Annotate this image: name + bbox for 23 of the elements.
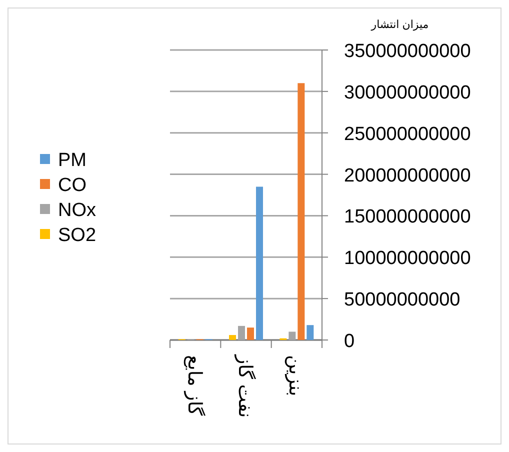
y-tick-label: 150000000000 (344, 206, 471, 228)
bar (238, 326, 245, 340)
bar (229, 335, 236, 340)
y-tick-label: 0 (344, 331, 355, 352)
x-tick-label: بنزین (284, 355, 306, 396)
bar (288, 332, 296, 340)
y-tick-label: 200000000000 (344, 165, 471, 186)
bar (306, 325, 314, 340)
legend-label: NOx (58, 200, 96, 221)
x-tick-label: گاز مایع (183, 355, 206, 417)
bar (298, 83, 305, 340)
y-tick-label: 250000000000 (344, 124, 471, 145)
legend-label: CO (58, 175, 86, 196)
y-axis-title: میزان انتشار (370, 19, 429, 31)
y-tick-label: 100000000000 (344, 248, 471, 270)
y-tick-label: 50000000000 (344, 290, 460, 311)
y-tick-label: 350000000000 (344, 41, 471, 62)
x-tick-label: نفت گاز (234, 354, 257, 418)
y-tick-label: 300000000000 (344, 82, 471, 104)
legend-label: SO2 (58, 225, 96, 246)
bar (247, 328, 254, 340)
legend-label: PM (58, 150, 86, 171)
bar (256, 186, 263, 340)
